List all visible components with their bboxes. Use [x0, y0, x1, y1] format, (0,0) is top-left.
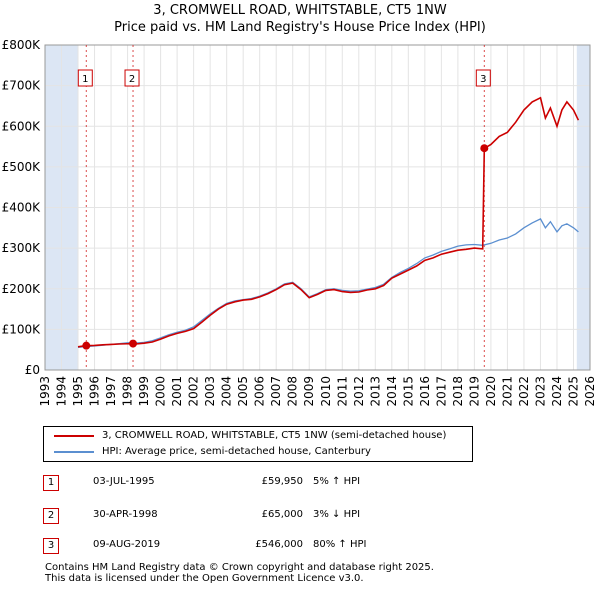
x-tick-label: 2023 [533, 376, 547, 407]
legend-label-hpi: HPI: Average price, semi-detached house,… [102, 446, 371, 457]
x-tick-label: 2010 [319, 376, 333, 407]
x-tick-label: 1996 [88, 376, 102, 407]
series-line-hpi [77, 218, 579, 348]
x-tick-label: 1995 [71, 376, 85, 407]
transaction-marker-1: 1 [43, 475, 59, 491]
legend-swatch-property [54, 435, 94, 437]
x-tick-label: 2017 [434, 376, 448, 407]
legend-label-property: 3, CROMWELL ROAD, WHITSTABLE, CT5 1NW (s… [102, 430, 447, 441]
x-tick-label: 2021 [500, 376, 514, 407]
transaction-marker-3: 3 [43, 538, 59, 554]
x-tick-label: 2005 [236, 376, 250, 407]
y-tick-label: £400K [2, 201, 42, 215]
x-tick-label: 2011 [335, 376, 349, 407]
x-tick-label: 2007 [269, 376, 283, 407]
x-tick-label: 2003 [203, 376, 217, 407]
x-tick-label: 2018 [451, 376, 465, 407]
x-tick-label: 1999 [137, 376, 151, 407]
x-tick-label: 2013 [368, 376, 382, 407]
x-tick-label: 2015 [401, 376, 415, 407]
x-tick-label: 1998 [121, 376, 135, 407]
y-tick-label: £800K [2, 38, 42, 52]
x-tick-label: 2002 [187, 376, 201, 407]
chart-title: 3, CROMWELL ROAD, WHITSTABLE, CT5 1NW Pr… [0, 2, 600, 36]
x-tick-label: 2014 [385, 376, 399, 407]
x-tick-label: 2025 [566, 376, 580, 407]
x-tick-label: 2024 [550, 376, 564, 407]
y-tick-label: £600K [2, 119, 42, 133]
price-chart: 1 2 3 £0 £100K £200K £300K £400K £500K £600K £700K… [2, 38, 597, 407]
marker-box-3 [475, 69, 491, 87]
x-tick-label: 2006 [253, 376, 267, 407]
x-tick-label: 2001 [170, 376, 184, 407]
transaction-marker-2: 2 [43, 508, 59, 524]
plot-border [44, 44, 591, 371]
transaction-price: £546,000 [255, 539, 303, 550]
marker-label-1: 1 [82, 74, 88, 85]
footer-licence: This data is licensed under the Open Gov… [45, 573, 364, 584]
x-tick-label: 2009 [302, 376, 316, 407]
x-tick-label: 2000 [154, 376, 168, 407]
x-tick-label: 2022 [517, 376, 531, 407]
series-line-property [77, 96, 580, 348]
chart-title-line2: Price paid vs. HM Land Registry's House … [114, 20, 486, 35]
x-tick-label: 2019 [467, 376, 481, 407]
x-tick-label: 1993 [38, 376, 52, 407]
marker-label-3: 3 [480, 74, 486, 85]
x-tick-label: 2004 [220, 376, 234, 407]
legend-swatch-hpi [54, 451, 94, 453]
x-tick-label: 2008 [286, 376, 300, 407]
table-row: 1 03-JUL-1995 £59,950 5% ↑ HPI [43, 473, 443, 491]
table-row: 2 30-APR-1998 £65,000 3% ↓ HPI [43, 506, 443, 524]
x-tick-label: 2016 [418, 376, 432, 407]
sale-point-1 [82, 341, 91, 350]
sale-point-3 [480, 144, 489, 153]
x-tick-label: 2012 [352, 376, 366, 407]
y-tick-label: £200K [2, 282, 42, 296]
marker-box-1 [77, 69, 93, 87]
sale-point-2 [129, 339, 138, 348]
transaction-date: 09-AUG-2019 [93, 539, 161, 550]
y-tick-label: £0 [25, 363, 40, 377]
footer-copyright: Contains HM Land Registry data © Crown c… [45, 562, 434, 573]
legend: 3, CROMWELL ROAD, WHITSTABLE, CT5 1NW (s… [43, 426, 473, 462]
x-tick-label: 2020 [484, 376, 498, 407]
y-tick-label: £700K [2, 79, 42, 93]
transaction-price: £59,950 [261, 476, 303, 487]
transaction-price: £65,000 [261, 509, 303, 520]
footer: Contains HM Land Registry data © Crown c… [45, 562, 434, 584]
x-tick-label: 2026 [583, 376, 597, 407]
transaction-hpi: 80% ↑ HPI [313, 539, 367, 550]
x-tick-label: 1997 [104, 376, 118, 407]
y-tick-label: £100K [2, 322, 42, 336]
marker-box-2 [124, 69, 140, 87]
y-tick-label: £300K [2, 241, 42, 255]
transaction-hpi: 3% ↓ HPI [313, 509, 361, 520]
y-tick-label: £500K [2, 160, 42, 174]
transaction-hpi: 5% ↑ HPI [313, 476, 361, 487]
chart-title-line1: 3, CROMWELL ROAD, WHITSTABLE, CT5 1NW [153, 3, 447, 18]
transaction-date: 03-JUL-1995 [93, 476, 155, 487]
transaction-date: 30-APR-1998 [93, 509, 158, 520]
marker-label-2: 2 [129, 74, 135, 85]
x-tick-label: 1994 [55, 376, 69, 407]
table-row: 3 09-AUG-2019 £546,000 80% ↑ HPI [43, 536, 443, 554]
